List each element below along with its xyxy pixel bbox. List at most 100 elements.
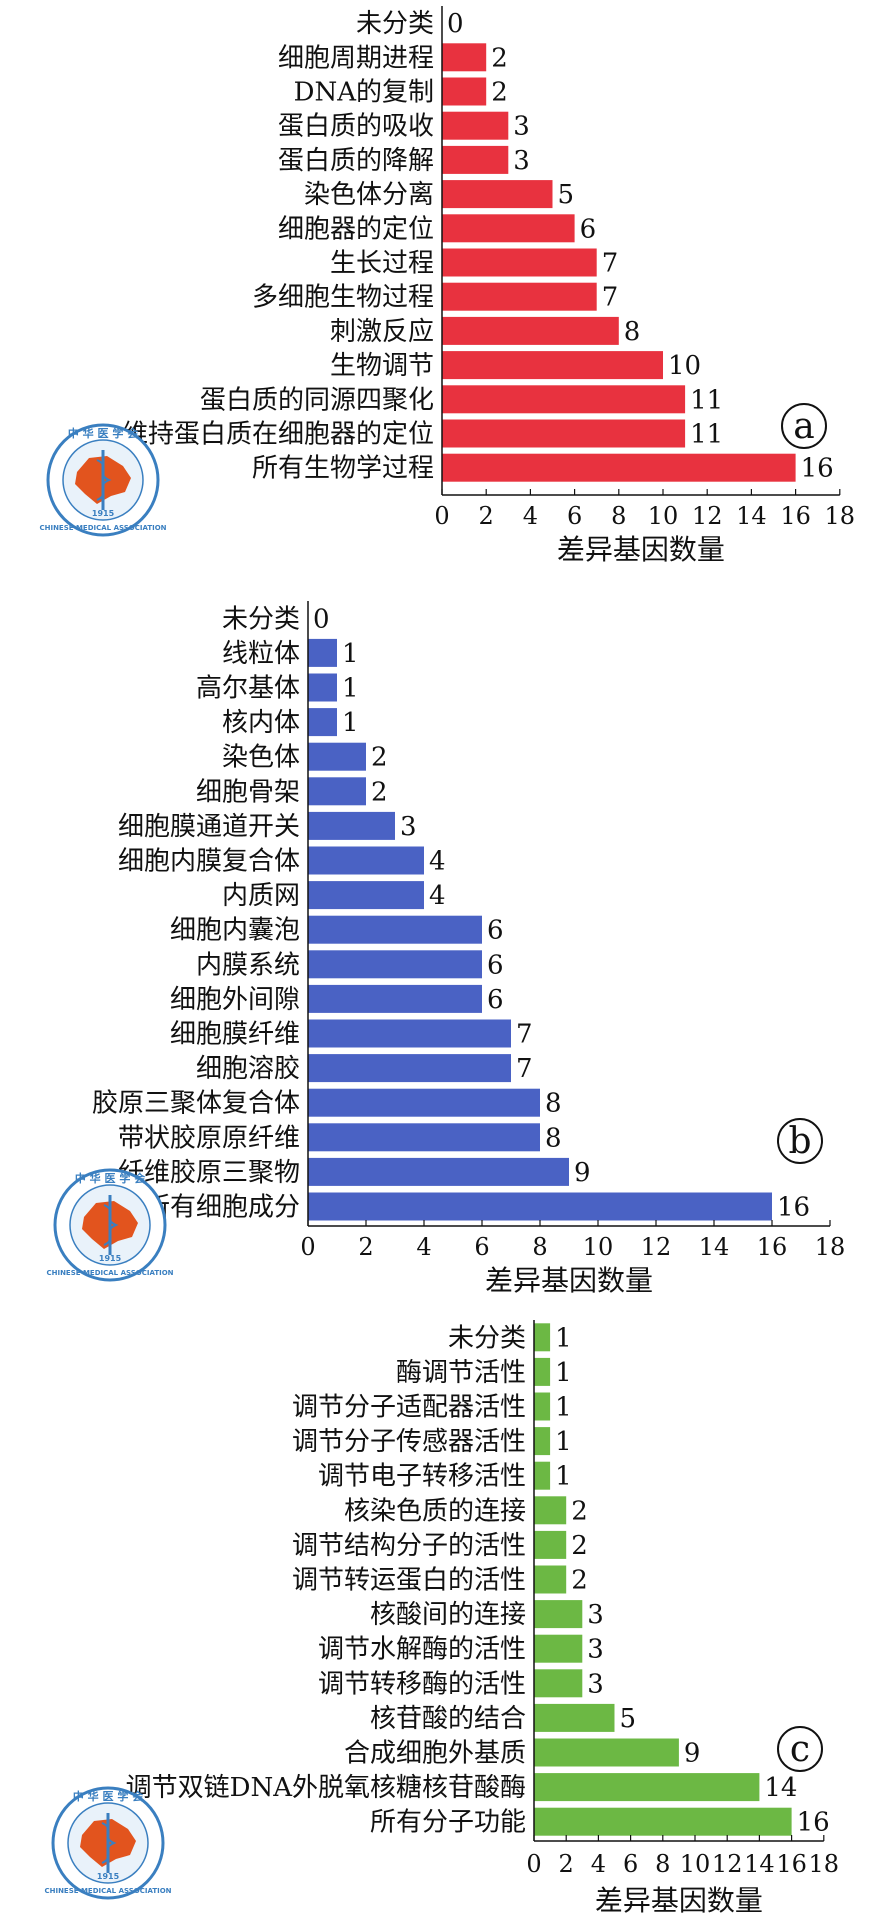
x-tick-label: 6 — [474, 1233, 489, 1261]
x-tick-label: 10 — [680, 1850, 711, 1878]
x-tick-label: 4 — [591, 1850, 606, 1878]
x-tick-label: 18 — [815, 1233, 846, 1261]
category-label: 染色体 — [222, 743, 300, 773]
category-label: 纤维胶原三聚物 — [118, 1158, 300, 1188]
category-label: 带状胶原原纤维 — [118, 1123, 300, 1153]
bar — [308, 984, 482, 1013]
bar-value-label: 6 — [487, 916, 504, 946]
category-label: 细胞器的定位 — [278, 214, 434, 244]
category-label: 调节转移酶的活性 — [318, 1669, 526, 1699]
bar — [308, 1088, 540, 1117]
bar-chart-panel-b: 未分类 0 线粒体 1 高尔基体 1 核内体 1 染色体 2 细胞骨架 2 细胞膜通道开关 3 细胞内膜复合… — [92, 601, 845, 1297]
bar — [534, 1669, 583, 1698]
bar-value-label: 2 — [571, 1531, 588, 1561]
bar-value-label: 0 — [313, 604, 330, 634]
category-label: 细胞内囊泡 — [170, 916, 300, 946]
category-label: 蛋白质的降解 — [278, 146, 434, 176]
bar-value-label: 3 — [513, 112, 530, 142]
bar — [534, 1565, 567, 1594]
x-tick-label: 16 — [776, 1850, 807, 1878]
panel-letter-circle — [781, 403, 827, 449]
category-label: 所有细胞成分 — [144, 1193, 300, 1223]
panel-letter: c — [790, 1729, 810, 1770]
category-label: 未分类 — [448, 1323, 526, 1353]
bar — [308, 1054, 511, 1083]
bar-value-label: 8 — [545, 1123, 562, 1153]
x-tick-label: 0 — [434, 502, 449, 530]
bar-value-label: 0 — [447, 9, 464, 39]
bar-value-label: 7 — [516, 1020, 533, 1050]
x-tick-label: 12 — [641, 1233, 672, 1261]
bar-value-label: 16 — [797, 1808, 830, 1838]
bar-value-label: 3 — [587, 1669, 604, 1699]
category-label: 维持蛋白质在细胞器的定位 — [122, 420, 434, 450]
bar — [308, 708, 337, 737]
x-axis-title: 差异基因数量 — [595, 1884, 763, 1917]
bar — [534, 1357, 551, 1386]
seal-bottom-text: CHINESE MEDICAL ASSOCIATION — [39, 524, 166, 532]
bar-value-label: 5 — [620, 1704, 637, 1734]
category-label: 生物调节 — [330, 351, 434, 381]
x-tick-label: 2 — [479, 502, 494, 530]
bar — [534, 1530, 567, 1559]
bar-value-label: 2 — [491, 43, 508, 73]
category-label: 核染色质的连接 — [344, 1496, 526, 1526]
bar-value-label: 3 — [587, 1635, 604, 1665]
bar — [442, 214, 575, 243]
x-axis-title: 差异基因数量 — [485, 1264, 653, 1297]
bar — [534, 1773, 760, 1802]
category-label: 内膜系统 — [196, 950, 300, 980]
bar-value-label: 7 — [602, 283, 619, 313]
bar-value-label: 2 — [571, 1566, 588, 1596]
panel-letter: b — [788, 1121, 811, 1162]
bar-value-label: 11 — [690, 385, 723, 415]
seal-top-text: 中 华 医 学 会 — [68, 426, 139, 440]
bar — [308, 742, 366, 771]
x-tick-label: 8 — [611, 502, 626, 530]
bar — [442, 248, 597, 277]
bar-value-label: 8 — [624, 317, 641, 347]
x-tick-label: 16 — [780, 502, 811, 530]
seal-year-text: 1915 — [97, 1872, 120, 1881]
category-label: 染色体分离 — [304, 180, 434, 210]
bar-value-label: 8 — [545, 1089, 562, 1119]
category-label: 调节分子适配器活性 — [292, 1393, 526, 1423]
bar — [442, 111, 509, 140]
category-label: 内质网 — [222, 881, 300, 911]
bar — [442, 316, 619, 345]
category-label: 未分类 — [356, 9, 434, 39]
bar — [534, 1323, 551, 1352]
bar — [534, 1600, 583, 1629]
bar-value-label: 5 — [558, 180, 575, 210]
category-label: 调节电子转移活性 — [318, 1462, 526, 1492]
category-label: 未分类 — [222, 604, 300, 634]
seal-top-text: 中 华 医 学 会 — [75, 1171, 146, 1185]
category-label: 所有生物学过程 — [252, 454, 434, 484]
bar — [442, 453, 796, 482]
seal-serpent — [101, 1822, 117, 1864]
bar — [534, 1461, 551, 1490]
bar-value-label: 1 — [555, 1358, 572, 1388]
category-label: 多细胞生物过程 — [252, 283, 434, 313]
bar — [308, 1123, 540, 1152]
category-label: 核内体 — [222, 708, 300, 738]
bar-value-label: 9 — [574, 1158, 591, 1188]
bar — [308, 915, 482, 944]
bar — [442, 385, 686, 414]
panel-letter: a — [793, 406, 814, 447]
association-seal-logo: 中 华 医 学 会 CHINESE MEDICAL ASSOCIATION 1915 — [44, 1786, 172, 1900]
bar — [534, 1634, 583, 1663]
category-label: 所有分子功能 — [370, 1808, 526, 1838]
seal-year-text: 1915 — [92, 509, 115, 518]
x-tick-label: 2 — [358, 1233, 373, 1261]
category-label: 调节分子传感器活性 — [292, 1427, 526, 1457]
association-seal-logo: 中 华 医 学 会 CHINESE MEDICAL ASSOCIATION 1915 — [46, 1168, 174, 1282]
bar — [308, 881, 424, 910]
category-label: 胶原三聚体复合体 — [92, 1089, 300, 1119]
x-tick-label: 0 — [526, 1850, 541, 1878]
category-label: 线粒体 — [222, 639, 300, 669]
bar-value-label: 10 — [668, 351, 701, 381]
bar — [534, 1738, 679, 1767]
category-label: 细胞外间隙 — [170, 985, 300, 1015]
bar-value-label: 6 — [580, 214, 597, 244]
